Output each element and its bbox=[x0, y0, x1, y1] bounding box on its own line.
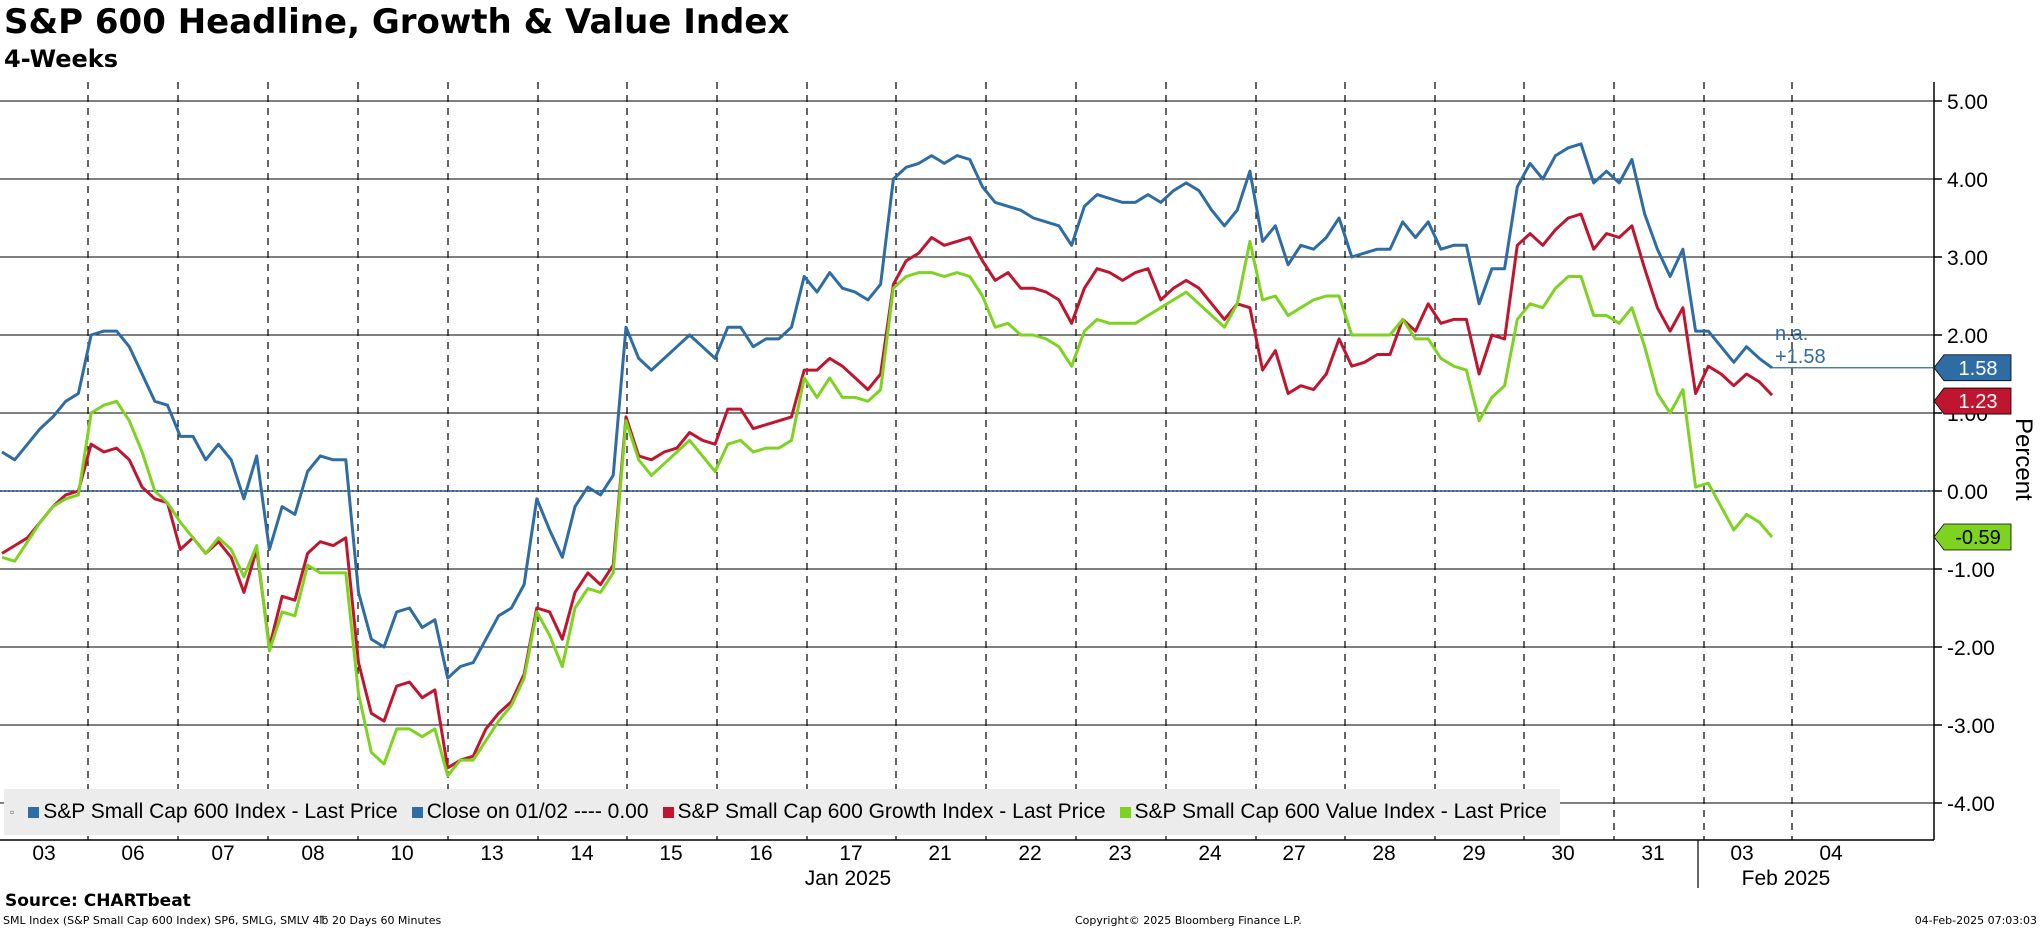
legend-swatch-close bbox=[411, 806, 423, 818]
x-tick-label: 06 bbox=[121, 842, 144, 865]
x-tick-label: 28 bbox=[1372, 842, 1395, 865]
x-tick-label: 30 bbox=[1551, 842, 1574, 865]
axis-layer bbox=[0, 82, 1942, 888]
legend-swatch-growth bbox=[662, 806, 674, 818]
x-tick-label: 23 bbox=[1108, 842, 1131, 865]
x-tick-label: 08 bbox=[301, 842, 324, 865]
y-tick-label: -1.00 bbox=[1947, 559, 1995, 582]
x-tick-label: 31 bbox=[1641, 842, 1664, 865]
last-value-tag bbox=[1933, 387, 2012, 415]
x-tick-label: 10 bbox=[390, 842, 413, 865]
x-tick-label: 16 bbox=[749, 842, 772, 865]
x-tick-label: 17 bbox=[839, 842, 862, 865]
y-tick-label: 2.00 bbox=[1947, 325, 1988, 348]
y-tick-label: 0.00 bbox=[1947, 481, 1988, 504]
last-value-label: 1.23 bbox=[1959, 391, 1998, 413]
x-tick-label: 15 bbox=[659, 842, 682, 865]
x-month-label-jan: Jan 2025 bbox=[805, 867, 891, 890]
y-tick-label: -3.00 bbox=[1947, 715, 1995, 738]
last-value-label: -0.59 bbox=[1955, 527, 2001, 549]
legend-label-value: S&P Small Cap 600 Value Index - Last Pri… bbox=[1134, 800, 1547, 823]
annotation-value: +1.58 bbox=[1775, 346, 1826, 368]
y-tick-label: 4.00 bbox=[1947, 169, 1988, 192]
x-tick-label: 29 bbox=[1462, 842, 1485, 865]
x-tick-label: 22 bbox=[1018, 842, 1041, 865]
legend-swatch-index bbox=[28, 806, 40, 818]
source-note: Source: CHARTbeat bbox=[5, 891, 191, 911]
last-value-tag bbox=[1933, 523, 2012, 551]
x-tick-label: 27 bbox=[1282, 842, 1305, 865]
y-axis-title: Percent bbox=[2010, 418, 2037, 501]
legend-handle-icon[interactable]: ▫ bbox=[10, 805, 15, 819]
last-value-tag bbox=[1933, 354, 2012, 382]
annotation-na: n.a. bbox=[1775, 323, 1808, 345]
series-line-0 bbox=[1, 142, 1773, 680]
x-tick-label: 04 bbox=[1819, 842, 1843, 865]
y-tick-label: -4.00 bbox=[1947, 793, 1995, 816]
chart-legend[interactable]: ▫ S&P Small Cap 600 Index - Last Price C… bbox=[4, 789, 1560, 835]
x-tick-label: 14 bbox=[570, 842, 594, 865]
chart-subtitle: 4-Weeks bbox=[4, 45, 118, 73]
legend-label-index: S&P Small Cap 600 Index - Last Price bbox=[43, 800, 398, 823]
x-tick-label: 03 bbox=[1730, 842, 1753, 865]
y-tick-label: 5.00 bbox=[1947, 91, 1988, 114]
x-tick-label: 21 bbox=[928, 842, 951, 865]
y-tick-label: 3.00 bbox=[1947, 247, 1988, 270]
x-tick-label: 24 bbox=[1198, 842, 1222, 865]
series-layer bbox=[1, 142, 1774, 778]
x-tick-label: 07 bbox=[211, 842, 234, 865]
x-tick-label: 13 bbox=[480, 842, 503, 865]
series-line-2 bbox=[1, 239, 1774, 778]
legend-swatch-value bbox=[1119, 806, 1131, 818]
label-layer: 5.004.003.002.001.000.00-1.00-2.00-3.00-… bbox=[32, 91, 2037, 890]
legend-item-value: S&P Small Cap 600 Value Index - Last Pri… bbox=[1119, 800, 1547, 824]
legend-label-growth: S&P Small Cap 600 Growth Index - Last Pr… bbox=[677, 800, 1106, 823]
chart-title: S&P 600 Headline, Growth & Value Index bbox=[4, 2, 790, 42]
footer-meta: SML Index (S&P Small Cap 600 Index) SP6,… bbox=[3, 914, 442, 927]
legend-item-close: Close on 01/02 ---- 0.00 bbox=[411, 800, 649, 824]
footer-timestamp: 04-Feb-2025 07:03:03 bbox=[1914, 914, 2037, 927]
legend-label-close: Close on 01/02 ---- 0.00 bbox=[426, 800, 649, 823]
legend-item-growth: S&P Small Cap 600 Growth Index - Last Pr… bbox=[662, 800, 1106, 824]
legend-item-index: S&P Small Cap 600 Index - Last Price bbox=[28, 800, 398, 824]
x-month-label-feb: Feb 2025 bbox=[1742, 867, 1831, 890]
last-value-label: 1.58 bbox=[1959, 358, 1998, 380]
x-tick-label: 03 bbox=[32, 842, 55, 865]
y-tick-label: -2.00 bbox=[1947, 637, 1995, 660]
footer-copyright: Copyright© 2025 Bloomberg Finance L.P. bbox=[1075, 914, 1302, 927]
